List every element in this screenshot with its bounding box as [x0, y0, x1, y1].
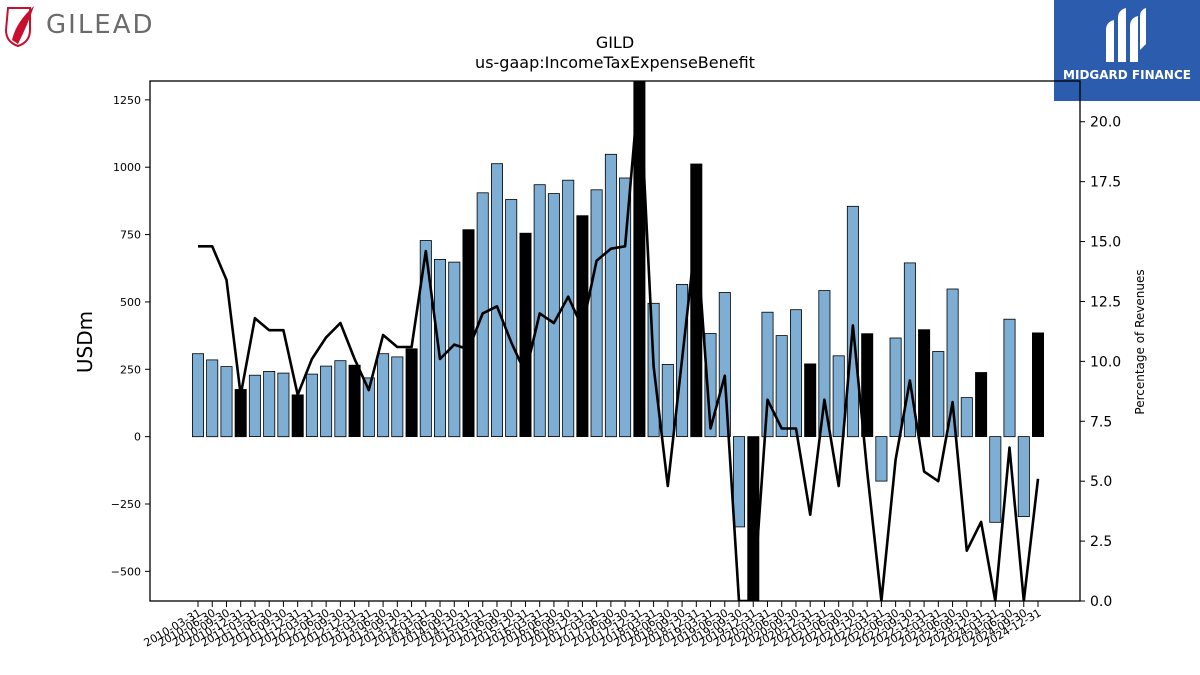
- bar-2024-12-31: [1032, 332, 1045, 437]
- bar-2018-06-30: [661, 363, 674, 437]
- bar-2012-06-30: [320, 365, 333, 438]
- y-tick-label: 0: [134, 431, 141, 444]
- midgard-finance-logo: MIDGARD FINANCE: [1054, 0, 1200, 101]
- y2-tick-label: 5.0: [1090, 474, 1112, 490]
- bar-2024-03-31: [989, 436, 1002, 523]
- bar-2021-12-31: [861, 333, 874, 438]
- chart-title: GILD: [596, 33, 634, 52]
- bar-2013-09-30: [391, 356, 404, 438]
- bar-2019-09-30: [733, 436, 746, 528]
- midgard-wordmark: MIDGARD FINANCE: [1063, 68, 1191, 82]
- bar-2017-12-31: [633, 81, 646, 438]
- bar-2011-12-31: [291, 394, 304, 438]
- bar-2015-09-30: [505, 199, 518, 438]
- bar-2021-03-31: [818, 290, 831, 438]
- y2-tick-label: 20.0: [1090, 115, 1121, 131]
- y-tick-label: 750: [120, 229, 141, 242]
- bar-2010-03-31: [191, 353, 204, 438]
- plot-frame: [149, 80, 1081, 602]
- gilead-logo: GILEAD: [4, 4, 164, 48]
- bar-2012-09-30: [334, 360, 347, 438]
- bar-2014-03-31: [419, 240, 432, 438]
- bar-2023-09-30: [960, 397, 973, 438]
- bar-2015-06-30: [490, 163, 503, 437]
- y-tick-label: 250: [120, 363, 141, 376]
- bar-2016-03-31: [533, 184, 546, 437]
- bar-2022-03-31: [875, 436, 888, 482]
- y-tick-label: 1250: [113, 94, 141, 107]
- y-axis-label: USDm: [73, 311, 97, 373]
- chart-subtitle: us-gaap:IncomeTaxExpenseBenefit: [475, 53, 755, 72]
- bar-2020-12-31: [804, 363, 817, 437]
- bar-2019-12-31: [747, 436, 760, 601]
- bar-2013-12-31: [405, 348, 418, 437]
- y2-axis-label: Percentage of Revenues: [1133, 269, 1147, 414]
- y2-tick-label: 10.0: [1090, 354, 1121, 370]
- gilead-wordmark: GILEAD: [46, 10, 155, 40]
- y2-tick-label: 0.0: [1090, 594, 1112, 610]
- bar-2023-06-30: [946, 288, 959, 438]
- y2-tick-label: 7.5: [1090, 414, 1112, 430]
- bar-2024-06-30: [1003, 318, 1016, 438]
- y2-tick-label: 12.5: [1090, 294, 1121, 310]
- bar-2010-09-30: [220, 366, 233, 438]
- bar-2016-09-30: [562, 179, 575, 438]
- y2-tick-label: 17.5: [1090, 175, 1121, 191]
- bar-2015-12-31: [519, 232, 532, 437]
- bar-2014-06-30: [433, 258, 446, 438]
- bar-2013-03-31: [362, 377, 375, 437]
- bar-2022-06-30: [889, 337, 902, 437]
- bar-2022-09-30: [903, 262, 916, 438]
- bar-2023-03-31: [932, 351, 945, 437]
- bar-2013-06-30: [377, 353, 390, 438]
- bar-2012-03-31: [305, 373, 318, 438]
- gilead-shield-icon: [4, 6, 34, 48]
- bar-2011-09-30: [277, 372, 290, 438]
- bar-2024-09-30: [1017, 436, 1030, 518]
- plot-area: −500 −250 0 250 500 750 1000 1250 0.0 2.5 5.0 7.5 10…: [111, 80, 1121, 650]
- bar-2011-03-31: [248, 374, 261, 438]
- bar-2020-09-30: [790, 309, 803, 438]
- bar-2019-03-31: [704, 333, 717, 438]
- bar-2017-03-31: [590, 189, 603, 438]
- bar-2011-06-30: [263, 370, 276, 437]
- bar-2020-03-31: [761, 311, 774, 438]
- y-tick-label: −500: [111, 565, 141, 578]
- bar-2010-12-31: [234, 389, 247, 438]
- bar-2022-12-31: [918, 329, 931, 438]
- y2-tick-label: 15.0: [1090, 235, 1121, 251]
- bar-2010-06-30: [206, 359, 219, 438]
- bar-2023-12-31: [975, 372, 988, 437]
- plot-clip-group: [191, 81, 1045, 601]
- percentage-of-revenues-line: [198, 81, 1040, 601]
- y2-tick-label: 2.5: [1090, 534, 1112, 550]
- bar-2020-06-30: [775, 335, 788, 438]
- y-tick-label: 500: [120, 296, 141, 309]
- bar-2019-06-30: [718, 292, 731, 438]
- y-tick-label: 1000: [113, 161, 141, 174]
- bar-2012-12-31: [348, 364, 361, 438]
- bar-2017-06-30: [604, 153, 617, 438]
- bar-2021-09-30: [846, 205, 859, 438]
- midgard-monogram-icon: [1106, 8, 1146, 62]
- y-tick-label: −250: [111, 498, 141, 511]
- bar-2017-09-30: [619, 177, 632, 438]
- bar-2021-06-30: [832, 355, 845, 437]
- bar-2014-12-31: [462, 229, 475, 437]
